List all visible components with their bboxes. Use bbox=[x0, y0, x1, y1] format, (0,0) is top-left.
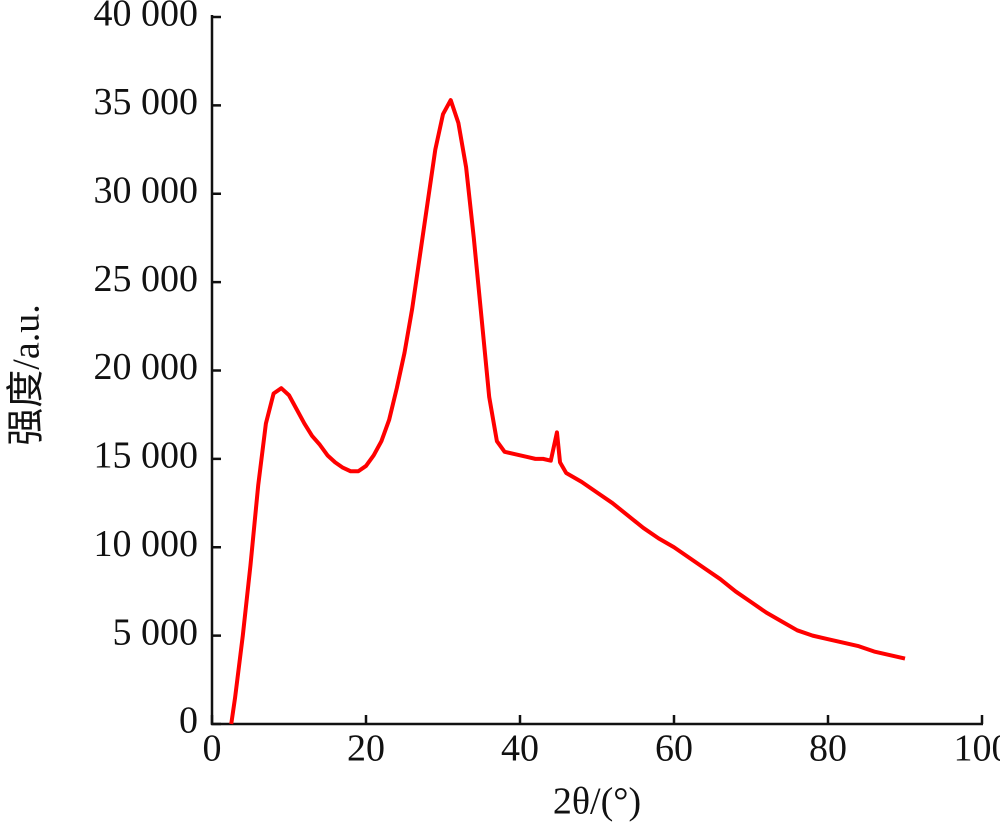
x-tick-label: 100 bbox=[954, 728, 1000, 770]
x-tick-label: 40 bbox=[501, 728, 539, 770]
y-tick-label: 5 000 bbox=[113, 611, 199, 653]
y-tick-label: 35 000 bbox=[94, 81, 199, 123]
y-tick-label: 10 000 bbox=[94, 523, 199, 565]
x-tick-label: 80 bbox=[809, 728, 847, 770]
x-axis-label: 2θ/(°) bbox=[553, 781, 641, 823]
y-tick-label: 30 000 bbox=[94, 169, 199, 211]
y-tick-label: 0 bbox=[179, 700, 198, 742]
x-tick-label: 20 bbox=[347, 728, 385, 770]
y-axis-label: 强度/a.u. bbox=[6, 304, 48, 445]
y-tick-label: 25 000 bbox=[94, 258, 199, 300]
y-tick-label: 15 000 bbox=[94, 435, 199, 477]
x-tick-label: 60 bbox=[655, 728, 693, 770]
data-line bbox=[229, 98, 906, 725]
y-tick-label: 40 000 bbox=[94, 0, 199, 35]
y-tick-label: 20 000 bbox=[94, 346, 199, 388]
x-tick-label: 0 bbox=[203, 728, 222, 770]
